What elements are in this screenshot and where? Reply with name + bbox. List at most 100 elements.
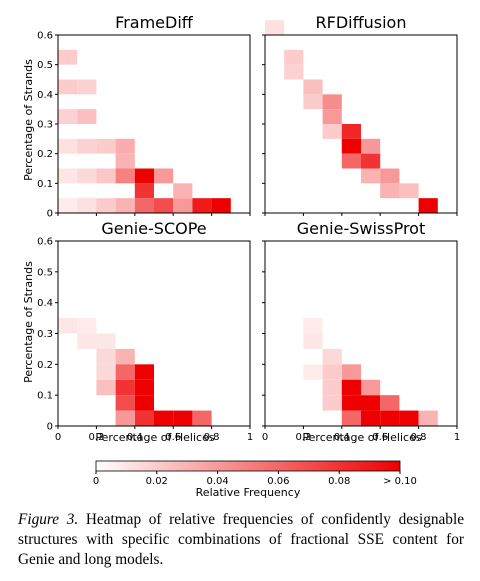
x-tick-label: 0 bbox=[262, 432, 268, 443]
heatmap-cell bbox=[77, 333, 97, 349]
heatmap-cell bbox=[341, 395, 361, 411]
x-tick-label: 0.6 bbox=[165, 432, 181, 443]
heatmap-cell bbox=[322, 395, 342, 411]
heatmap-cell bbox=[77, 79, 97, 95]
x-tick-label: 0 bbox=[55, 432, 61, 443]
panel-title: Genie-SwissProt bbox=[297, 219, 425, 238]
heatmap-cell bbox=[134, 183, 154, 199]
heatmap-cell bbox=[134, 395, 154, 411]
heatmap-cell bbox=[96, 364, 116, 380]
heatmap-cell bbox=[134, 198, 154, 213]
heatmap-cell bbox=[341, 138, 361, 154]
y-tick-label: 0.6 bbox=[37, 31, 53, 42]
heatmap-cell bbox=[192, 410, 212, 426]
heatmap-cell bbox=[58, 79, 78, 95]
colorbar-gradient bbox=[96, 461, 400, 471]
heatmap-cell bbox=[77, 109, 97, 124]
heatmap-cell bbox=[58, 168, 78, 184]
heatmap-cell bbox=[115, 168, 135, 184]
panel-title: FrameDiff bbox=[115, 13, 194, 32]
heatmap-cell bbox=[115, 348, 135, 365]
y-tick-label: 0.2 bbox=[37, 149, 53, 160]
heatmap-cell bbox=[322, 379, 342, 396]
y-tick-label: 0.2 bbox=[37, 360, 53, 371]
y-tick-label: 0.5 bbox=[37, 267, 53, 278]
panel-1: RFDiffusion bbox=[262, 13, 458, 216]
x-axis-label-right: Percentage of Helices bbox=[302, 431, 421, 444]
heatmap-cell bbox=[361, 138, 381, 154]
heatmap-cell bbox=[303, 79, 323, 95]
heatmap-cell bbox=[322, 94, 342, 110]
heatmap-cell bbox=[115, 395, 135, 411]
heatmap-cell bbox=[77, 168, 97, 184]
heatmap-cell bbox=[115, 410, 135, 426]
heatmap-cell bbox=[154, 168, 174, 184]
caption-label: Figure 3. bbox=[18, 511, 79, 528]
heatmap-cell bbox=[303, 333, 323, 349]
heatmap-cell bbox=[134, 410, 154, 426]
y-axis-label-bottom: Percentage of Strands bbox=[22, 261, 35, 383]
colorbar-ticks: 0 0.02 0.04 0.06 0.08 > 0.10 bbox=[93, 471, 417, 487]
heatmap-cell bbox=[134, 364, 154, 380]
colorbar-label: Relative Frequency bbox=[196, 486, 301, 499]
heatmap-cell bbox=[361, 395, 381, 411]
heatmap-cell bbox=[154, 198, 174, 213]
y-tick-label: 0.4 bbox=[37, 90, 53, 101]
heatmap-cell bbox=[418, 198, 438, 213]
heatmap-cell bbox=[96, 168, 116, 184]
heatmap-cell bbox=[96, 348, 116, 365]
heatmap-cell bbox=[303, 318, 323, 334]
heatmap-cell bbox=[418, 410, 438, 426]
heatmap-cell bbox=[322, 348, 342, 365]
heatmap-cell bbox=[341, 124, 361, 139]
heatmap-cell bbox=[96, 198, 116, 213]
heatmap-cell bbox=[361, 168, 381, 184]
heatmap-cell bbox=[265, 20, 285, 35]
heatmap-cell bbox=[341, 364, 361, 380]
heatmap-cell bbox=[399, 183, 419, 199]
x-tick-label: 0.4 bbox=[127, 432, 143, 443]
colorbar-tick-label: > 0.10 bbox=[383, 476, 417, 487]
colorbar-frame bbox=[95, 460, 401, 472]
heatmap-cell bbox=[58, 198, 78, 213]
heatmap-cell bbox=[115, 138, 135, 154]
heatmap-cell bbox=[192, 198, 212, 213]
heatmap-cell bbox=[341, 379, 361, 396]
heatmap-cell bbox=[115, 153, 135, 169]
heatmap-cell bbox=[96, 333, 116, 349]
heatmap-cell bbox=[322, 109, 342, 124]
colorbar-tick-label: 0.04 bbox=[206, 476, 228, 487]
x-tick-label: 0.8 bbox=[204, 432, 220, 443]
y-tick-label: 0 bbox=[47, 422, 53, 433]
y-tick-label: 0.1 bbox=[37, 391, 53, 402]
x-tick-label: 1 bbox=[454, 432, 460, 443]
heatmap-cell bbox=[399, 410, 419, 426]
x-tick-label: 0.4 bbox=[334, 432, 350, 443]
x-axis-label-left: Percentage of Helices bbox=[95, 431, 214, 444]
heatmap-cell bbox=[380, 410, 400, 426]
heatmap-cell bbox=[96, 138, 116, 154]
heatmap-cell bbox=[361, 153, 381, 169]
heatmap-cell bbox=[322, 364, 342, 380]
y-tick-label: 0.5 bbox=[37, 60, 53, 71]
heatmap-cell bbox=[58, 318, 78, 334]
heatmap-cell bbox=[134, 379, 154, 396]
heatmap-cell bbox=[380, 183, 400, 199]
panel-2: Genie-SCOPe 0 0.1 0.2 0.3 0.4 0.5 0.6 0 0.2 0.4 0.6… bbox=[37, 219, 253, 443]
y-tick-label: 0 bbox=[47, 209, 53, 220]
y-tick-label: 0.6 bbox=[37, 237, 53, 248]
heatmap-cell bbox=[361, 379, 381, 396]
heatmap-cell bbox=[173, 410, 193, 426]
heatmap-cell bbox=[341, 153, 361, 169]
heatmap-cell bbox=[77, 318, 97, 334]
heatmap-cell bbox=[322, 124, 342, 139]
heatmap-cell bbox=[115, 379, 135, 396]
y-tick-label: 0.3 bbox=[37, 329, 53, 340]
panel-0: FrameDiff 0 0.1 0.2 0.3 0.4 0.5 0.6 bbox=[37, 13, 251, 220]
heatmap-cell bbox=[58, 109, 78, 124]
x-tick-label: 0.2 bbox=[295, 432, 311, 443]
x-tick-label: 1 bbox=[247, 432, 253, 443]
heatmap-cell bbox=[115, 198, 135, 213]
panel-title: RFDiffusion bbox=[316, 13, 407, 32]
heatmap-cell bbox=[303, 94, 323, 110]
